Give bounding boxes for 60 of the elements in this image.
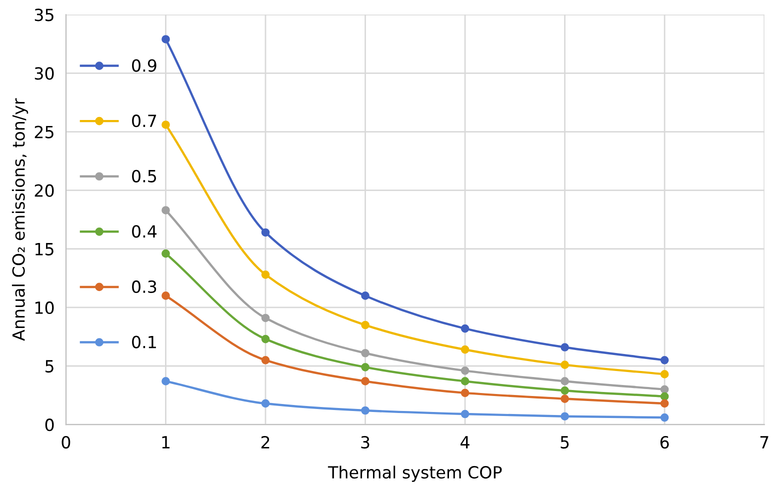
legend-label: 0.3 <box>132 280 156 294</box>
point <box>162 206 170 214</box>
point <box>361 406 370 415</box>
y-tick-label: 0 <box>45 418 54 432</box>
point <box>560 377 569 386</box>
point <box>660 370 669 378</box>
point <box>560 343 569 352</box>
point <box>361 292 370 300</box>
x-tick-label: 2 <box>261 436 270 448</box>
point <box>162 120 170 129</box>
point <box>560 412 569 421</box>
point <box>460 388 470 398</box>
x-tick-label: 0 <box>62 436 70 449</box>
x-tick-label: 5 <box>560 436 569 449</box>
point <box>460 366 470 375</box>
y-tick-label: 15 <box>35 243 54 256</box>
point <box>361 348 370 358</box>
legend-label: 0.1 <box>132 336 156 348</box>
point <box>660 385 669 394</box>
point <box>261 356 270 364</box>
y-tick-label: 20 <box>34 184 54 197</box>
y-tick-label: 5 <box>46 360 54 373</box>
point <box>162 377 170 386</box>
point <box>460 410 470 418</box>
point <box>560 386 569 395</box>
y-tick-label: 35 <box>34 8 54 22</box>
y-tick-label: 10 <box>35 301 54 314</box>
point <box>261 314 270 322</box>
y-tick-label: 30 <box>34 67 54 80</box>
point <box>361 320 370 330</box>
point <box>261 228 270 237</box>
point <box>162 249 170 258</box>
x-tick-label: 7 <box>760 436 768 448</box>
x-tick-label: 1 <box>162 436 170 448</box>
point <box>460 345 470 354</box>
point <box>460 377 470 386</box>
point <box>560 360 569 369</box>
point <box>560 394 569 403</box>
point <box>261 334 270 344</box>
x-tick-label: 3 <box>361 436 370 449</box>
point <box>460 324 470 333</box>
point <box>660 413 669 422</box>
point <box>162 35 170 44</box>
legend-label: 0.4 <box>132 225 157 238</box>
y-axis-title: Annual CO₂ emissions, ton/yr <box>12 98 28 341</box>
point <box>660 399 669 408</box>
x-axis-title: Thermal system COP <box>328 466 502 482</box>
x-tick-label: 6 <box>660 436 669 449</box>
point <box>361 377 370 386</box>
legend-label: 0.5 <box>132 170 156 182</box>
point <box>660 356 669 364</box>
y-tick-label: 25 <box>34 126 54 138</box>
point <box>660 392 669 401</box>
legend-label: 0.7 <box>132 114 156 128</box>
point <box>261 399 270 408</box>
legend-label: 0.9 <box>132 59 156 72</box>
point <box>361 363 370 372</box>
point <box>261 270 270 279</box>
x-tick-label: 4 <box>460 436 470 448</box>
point <box>162 292 170 300</box>
